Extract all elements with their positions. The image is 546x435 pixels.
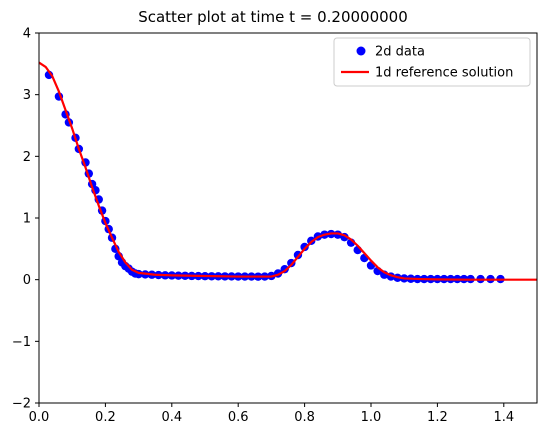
x-tick-label: 1.2 — [427, 410, 448, 425]
scatter-point — [300, 242, 309, 252]
line-series-1d-reference — [39, 61, 537, 281]
legend: 2d data 1d reference solution — [333, 37, 531, 87]
x-tick-label: 0.6 — [228, 410, 249, 425]
x-tick-label: 0.8 — [294, 410, 315, 425]
y-tick-label: 3 — [23, 88, 31, 103]
legend-marker-2d-data — [356, 46, 366, 56]
x-tick-label: 1.0 — [361, 410, 382, 425]
y-tick-label: 0 — [23, 273, 31, 288]
plot-frame — [38, 32, 538, 404]
y-tick-label: 2 — [23, 150, 31, 165]
x-tick-label: 0.2 — [95, 410, 116, 425]
x-axis: 0.0 0.2 0.4 0.6 0.8 1.0 1.2 1.4 — [29, 403, 514, 425]
x-tick-label: 1.4 — [493, 410, 514, 425]
x-tick-label: 0.0 — [29, 410, 50, 425]
y-axis: −2 −1 0 1 2 3 4 — [12, 27, 39, 412]
x-tick-label: 0.4 — [161, 410, 182, 425]
legend-box — [333, 37, 531, 87]
y-tick-label: −2 — [12, 397, 31, 412]
chart-title: Scatter plot at time t = 0.20000000 — [138, 8, 408, 26]
plot-area — [38, 32, 538, 404]
y-tick-label: 1 — [23, 212, 31, 227]
scatter-series-2d-data — [44, 70, 505, 284]
legend-label-1d-reference: 1d reference solution — [375, 66, 513, 81]
y-tick-label: 4 — [23, 27, 31, 42]
legend-label-2d-data: 2d data — [375, 45, 425, 60]
y-tick-label: −1 — [12, 335, 31, 350]
